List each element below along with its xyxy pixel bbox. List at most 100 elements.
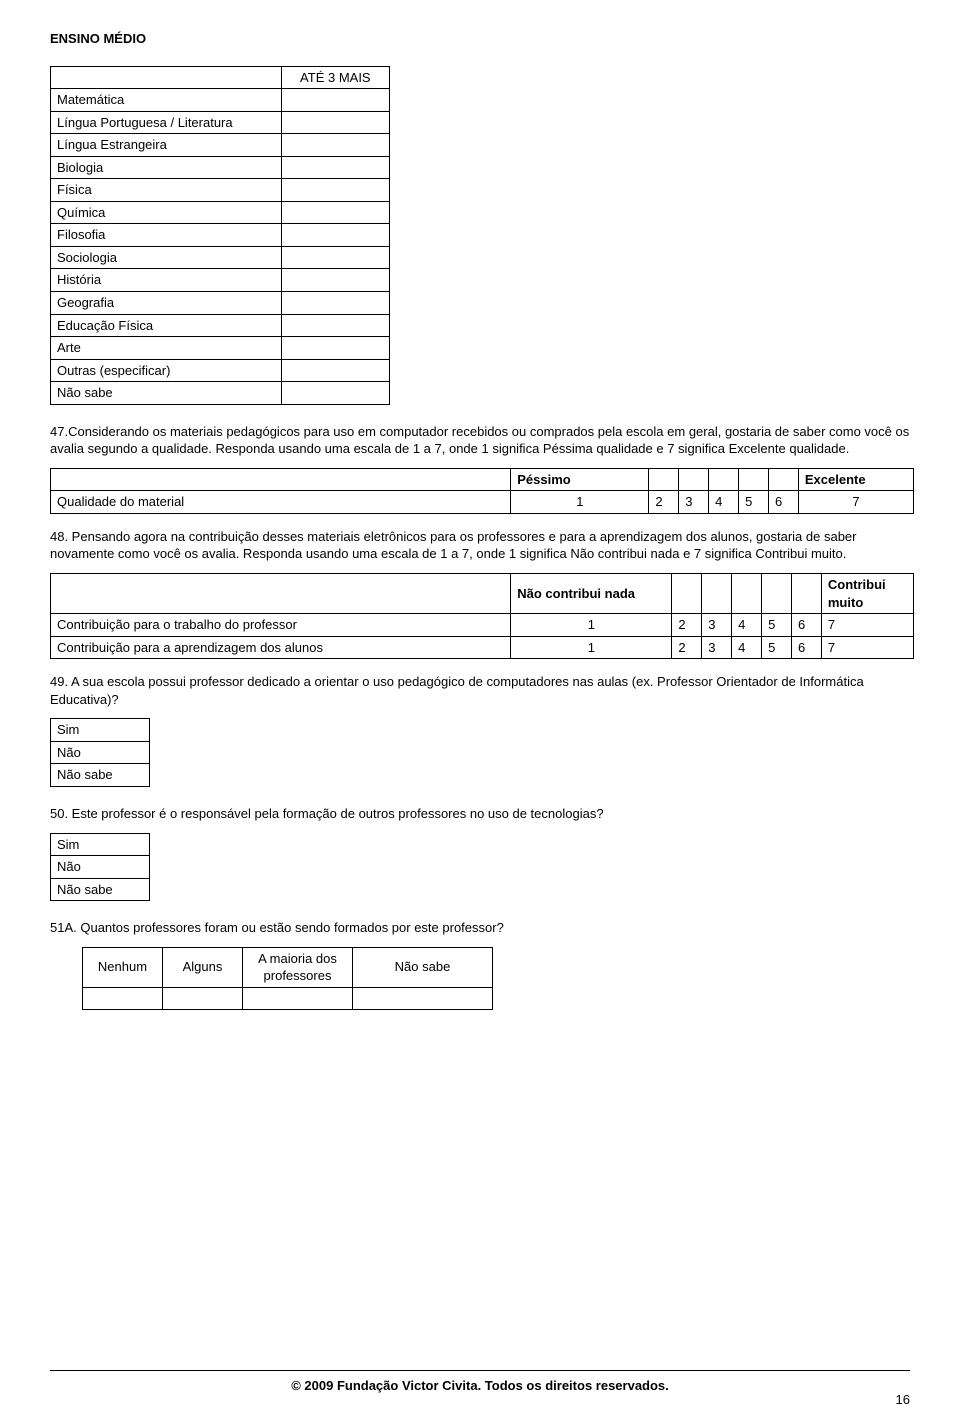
table-row: Filosofia	[51, 224, 390, 247]
cell	[281, 179, 389, 202]
cell	[281, 89, 389, 112]
cell	[281, 134, 389, 157]
table-row: Não sabe	[51, 382, 390, 405]
cell: 4	[709, 491, 739, 514]
cell: 5	[739, 491, 769, 514]
cell: Educação Física	[51, 314, 282, 337]
table-row: Não sabe	[51, 764, 150, 787]
cell: 2	[672, 636, 702, 659]
cell: Química	[51, 201, 282, 224]
cell: Sociologia	[51, 246, 282, 269]
cell: Não sabe	[51, 764, 150, 787]
cell: 1	[511, 614, 672, 637]
table-row: Não contribui nada Contribui muito	[51, 574, 914, 614]
cell: Outras (especificar)	[51, 359, 282, 382]
cell	[791, 574, 821, 614]
subjects-table: ATÉ 3 MAIS Matemática Língua Portuguesa …	[50, 66, 390, 405]
cell: 1	[511, 636, 672, 659]
q50-table: Sim Não Não sabe	[50, 833, 150, 902]
cell	[51, 66, 282, 89]
question-48: 48. Pensando agora na contribuição desse…	[50, 528, 910, 563]
table-row: ATÉ 3 MAIS	[51, 66, 390, 89]
cell	[762, 574, 792, 614]
table-row: Língua Estrangeira	[51, 134, 390, 157]
cell: 3	[679, 491, 709, 514]
cell: Não	[51, 856, 150, 879]
cell: Biologia	[51, 156, 282, 179]
cell: Sim	[51, 833, 150, 856]
cell	[353, 987, 493, 1009]
cell: A maioria dos professores	[243, 947, 353, 987]
cell	[702, 574, 732, 614]
cell: Excelente	[798, 468, 913, 491]
cell: Arte	[51, 337, 282, 360]
table-row: Sociologia	[51, 246, 390, 269]
question-47: 47.Considerando os materiais pedagógicos…	[50, 423, 910, 458]
cell	[281, 314, 389, 337]
table-row: Contribuição para o trabalho do professo…	[51, 614, 914, 637]
cell	[709, 468, 739, 491]
cell: ATÉ 3 MAIS	[281, 66, 389, 89]
cell	[679, 468, 709, 491]
table-row: Física	[51, 179, 390, 202]
cell: Contribuição para a aprendizagem dos alu…	[51, 636, 511, 659]
contrib-table: Não contribui nada Contribui muito Contr…	[50, 573, 914, 659]
cell: 4	[732, 636, 762, 659]
table-row: Outras (especificar)	[51, 359, 390, 382]
cell	[739, 468, 769, 491]
cell: 7	[821, 614, 913, 637]
table-row: Sim	[51, 719, 150, 742]
cell: 3	[702, 636, 732, 659]
q49-table: Sim Não Não sabe	[50, 718, 150, 787]
table-row: Educação Física	[51, 314, 390, 337]
cell: 5	[762, 614, 792, 637]
cell: Língua Estrangeira	[51, 134, 282, 157]
cell: História	[51, 269, 282, 292]
cell	[732, 574, 762, 614]
cell: 5	[762, 636, 792, 659]
cell	[281, 246, 389, 269]
cell	[51, 468, 511, 491]
table-row: História	[51, 269, 390, 292]
footer-text: © 2009 Fundação Victor Civita. Todos os …	[291, 1378, 669, 1393]
question-49: 49. A sua escola possui professor dedica…	[50, 673, 910, 708]
cell: Qualidade do material	[51, 491, 511, 514]
cell: Não sabe	[51, 878, 150, 901]
cell	[281, 111, 389, 134]
section-heading: ENSINO MÉDIO	[50, 30, 910, 48]
cell: Contribuição para o trabalho do professo…	[51, 614, 511, 637]
table-row: Matemática	[51, 89, 390, 112]
table-row: Não	[51, 741, 150, 764]
cell: Não contribui nada	[511, 574, 672, 614]
cell: 6	[768, 491, 798, 514]
question-51a: 51A. Quantos professores foram ou estão …	[50, 919, 910, 937]
cell: Matemática	[51, 89, 282, 112]
page-number: 16	[896, 1391, 910, 1409]
cell: 4	[732, 614, 762, 637]
table-row: Não	[51, 856, 150, 879]
table-row: Não sabe	[51, 878, 150, 901]
cell: Filosofia	[51, 224, 282, 247]
table-row: Qualidade do material 1 2 3 4 5 6 7	[51, 491, 914, 514]
cell: 3	[702, 614, 732, 637]
cell: Não sabe	[51, 382, 282, 405]
table-row: Nenhum Alguns A maioria dos professores …	[83, 947, 493, 987]
footer: © 2009 Fundação Victor Civita. Todos os …	[50, 1370, 910, 1395]
cell: 2	[649, 491, 679, 514]
table-row: Contribuição para a aprendizagem dos alu…	[51, 636, 914, 659]
cell	[281, 224, 389, 247]
cell: Sim	[51, 719, 150, 742]
cell	[243, 987, 353, 1009]
question-50: 50. Este professor é o responsável pela …	[50, 805, 910, 823]
cell	[672, 574, 702, 614]
cell: 2	[672, 614, 702, 637]
cell: Não	[51, 741, 150, 764]
table-row	[83, 987, 493, 1009]
cell: Péssimo	[511, 468, 649, 491]
cell: Língua Portuguesa / Literatura	[51, 111, 282, 134]
cell: 6	[791, 614, 821, 637]
q51-table: Nenhum Alguns A maioria dos professores …	[82, 947, 493, 1010]
table-row: Química	[51, 201, 390, 224]
cell: Não sabe	[353, 947, 493, 987]
cell	[281, 156, 389, 179]
